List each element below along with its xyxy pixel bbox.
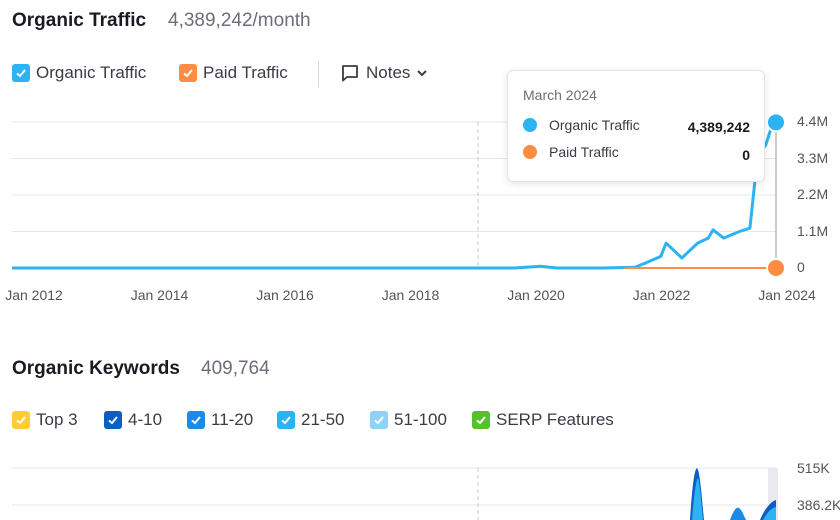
legend-divider [318,61,319,87]
legend-label: Organic Traffic [36,63,147,82]
checkbox-checked-icon[interactable] [12,411,30,429]
y-tick-label: 1.1M [797,222,829,239]
legend-label: Top 3 [36,410,78,429]
checkbox-checked-icon[interactable] [277,411,295,429]
note-icon [342,65,358,82]
x-tick-label: Jan 2020 [507,287,565,303]
y-tick-label: 386.2K [797,497,840,513]
chart-tooltip: March 2024 Organic Traffic 4,389,242 Pai… [507,70,765,182]
series-21-50-area-end [763,507,776,520]
legend-label: 21-50 [301,410,345,429]
legend-keywords-item[interactable]: Top 3 [12,410,78,430]
legend-keywords-item[interactable]: 21-50 [277,410,344,430]
series-21-50-area [692,478,703,520]
paid-hover-point [766,258,786,278]
x-tick-label: Jan 2018 [381,287,440,303]
paid-dot-icon [523,145,537,159]
notes-label: Notes [366,63,411,82]
tooltip-value-organic: 4,389,242 [687,119,750,135]
organic-dot-icon [523,118,537,132]
checkbox-checked-icon[interactable] [179,64,197,82]
series-11-20-area [730,507,746,520]
hover-band [768,468,778,520]
legend-keywords-item[interactable]: SERP Features [472,410,614,430]
y-tick-label: 4.4M [797,113,829,129]
organic-keywords-chart[interactable] [0,440,840,520]
notes-dropdown[interactable]: Notes [340,63,428,83]
legend-organic-traffic[interactable]: Organic Traffic [12,63,146,83]
tooltip-value-paid: 0 [742,147,750,163]
tooltip-label: Paid Traffic [549,144,619,160]
x-tick-label: Jan 2014 [130,287,189,303]
legend-label: 4-10 [128,410,163,429]
legend-keywords-item[interactable]: 11-20 [187,410,253,430]
legend-keywords-item[interactable]: 51-100 [370,410,447,430]
legend-paid-traffic[interactable]: Paid Traffic [179,63,288,83]
organic-traffic-chart[interactable] [0,0,840,310]
keywords-title: Organic Keywords [12,358,180,379]
x-tick-label: Jan 2022 [632,287,691,303]
legend-label: 11-20 [211,410,254,429]
legend-label: SERP Features [496,410,614,429]
tooltip-row-organic: Organic Traffic [523,117,640,133]
traffic-title: Organic Traffic [12,10,147,31]
x-tick-label: Jan 2012 [5,287,63,303]
checkbox-checked-icon[interactable] [12,64,30,82]
legend-label: 51-100 [394,410,447,429]
checkbox-checked-icon[interactable] [104,411,122,429]
y-tick-label: 3.3M [797,149,829,166]
tooltip-label: Organic Traffic [549,117,640,133]
tooltip-row-paid: Paid Traffic [523,144,619,160]
chart-hover-points [766,112,786,278]
traffic-metric: 4,389,242/month [168,10,311,31]
y-tick-label: 2.2M [797,186,829,202]
checkbox-checked-icon[interactable] [187,411,205,429]
keywords-metric: 409,764 [201,358,270,379]
organic-hover-point [766,112,786,133]
checkbox-checked-icon[interactable] [370,411,388,429]
legend-label: Paid Traffic [203,63,288,82]
y-tick-label: 515K [797,460,830,476]
checkbox-checked-icon[interactable] [472,411,490,429]
legend-keywords-item[interactable]: 4-10 [104,410,162,430]
x-tick-label: Jan 2016 [256,287,314,303]
x-tick-label: Jan 2024 [758,287,816,303]
y-tick-label: 0 [797,259,805,275]
tooltip-month: March 2024 [523,87,597,103]
chevron-down-icon [417,70,428,77]
